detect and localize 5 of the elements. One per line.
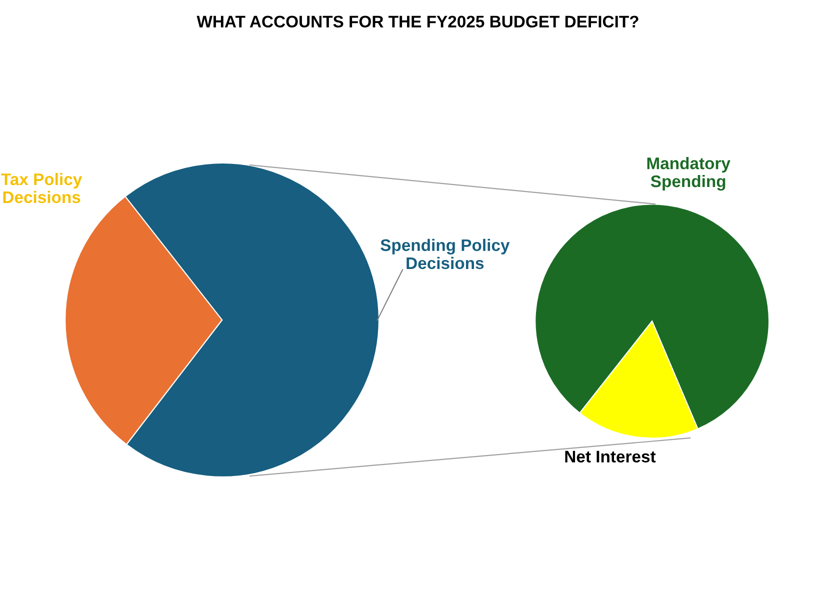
slice-label: Mandatory Spending [647, 157, 730, 191]
chart-title: WHAT ACCOUNTS FOR THE FY2025 BUDGET DEFICIT? [196, 16, 638, 28]
slice-label: Tax Policy Decisions [1, 172, 82, 204]
slice-label: Spending Policy Decisions [380, 238, 510, 270]
slice-label: Net Interest [565, 450, 656, 462]
